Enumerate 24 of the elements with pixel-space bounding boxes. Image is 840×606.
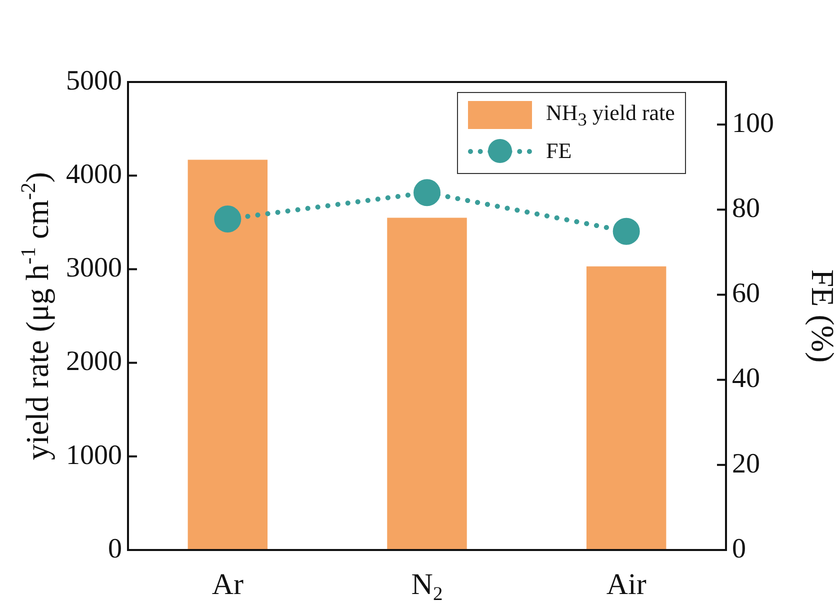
bar [387,218,467,550]
y-tick-label: 0 [108,533,122,564]
point [214,205,242,232]
bar [188,160,268,550]
x-tick-label: Air [606,568,646,601]
y2-tick-label: 0 [732,533,746,564]
y-tick-label: 1000 [66,440,122,471]
y2-tick-label: 40 [732,363,760,394]
point [414,179,440,206]
legend-label: NH$_{3}$ yield rate [546,100,675,130]
y-tick-label: 5000 [66,65,122,96]
y-tick-label: 2000 [66,346,122,378]
y-tick-label: 3000 [66,252,122,284]
x-tick-label: Ar [212,568,244,601]
y2-axis-title: FE (%) [805,269,840,363]
y-axis-title: yield rate (μg h-1 cm-2) [17,172,55,460]
y2-tick-label: 100 [732,108,774,139]
y2-tick-label: 80 [732,192,760,224]
legend-label: FE [546,138,572,164]
point [612,218,640,245]
y-tick-label: 4000 [66,158,122,190]
y2-tick-label: 60 [732,278,760,310]
bar [586,266,666,550]
y2-tick-label: 20 [732,448,760,480]
